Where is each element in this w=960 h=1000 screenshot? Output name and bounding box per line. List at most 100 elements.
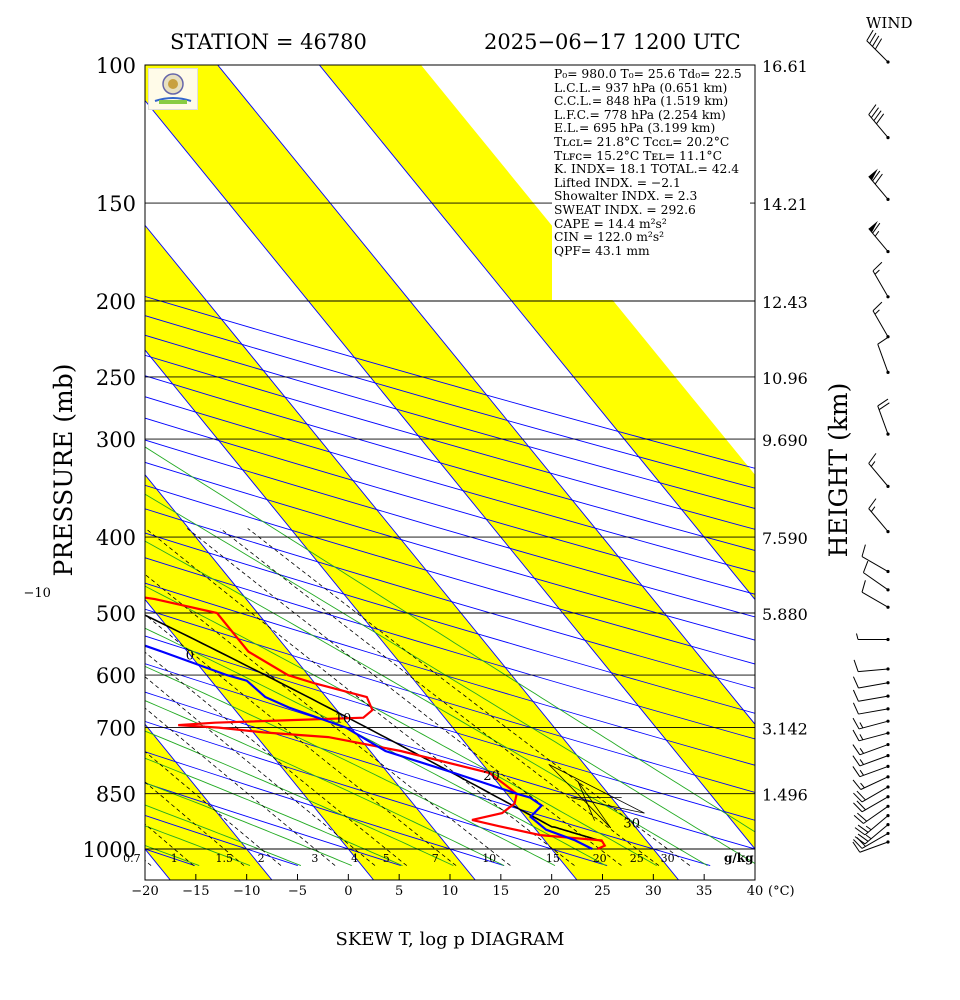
height-tick-label: 7.590 <box>762 529 808 548</box>
isotherm-bands <box>145 65 755 880</box>
wind-barb-half <box>865 825 872 831</box>
dry-adiabats <box>145 295 755 867</box>
wind-barb <box>877 398 890 436</box>
moist-adiabat <box>145 804 302 867</box>
dry-adiabat <box>145 663 755 850</box>
isotherm-lines <box>145 65 755 880</box>
wind-barb-full <box>853 839 863 849</box>
wind-barb-staff <box>861 796 889 813</box>
isotherm-band <box>145 65 755 850</box>
isotherm-line <box>145 723 273 880</box>
isotherm-label: 0 <box>186 649 194 664</box>
cape-hatch <box>548 764 612 829</box>
mixing-ratio-label: 10 <box>482 852 496 865</box>
dry-adiabat <box>145 375 755 551</box>
lfc-value: L.F.C.= 778 hPa (2.254 km) <box>554 107 726 122</box>
wind-barb-full <box>852 689 859 702</box>
wind-barb-staff <box>858 732 889 742</box>
wind-barb-staff <box>858 668 889 673</box>
mixing-ratio-label: 0.7 <box>123 852 141 865</box>
mixing-ratio-label: 2 <box>258 852 265 865</box>
wind-barbs <box>852 29 890 853</box>
x-tick-label: −15 <box>182 884 209 899</box>
wind-barb-staff <box>858 682 889 689</box>
pressure-tick-label: 1000 <box>83 838 136 862</box>
dry-adiabat <box>145 608 755 793</box>
wind-barb-staff <box>858 695 889 702</box>
x-tick-label: 5 <box>395 884 403 899</box>
dry-adiabat <box>145 635 755 821</box>
dry-adiabat <box>145 417 755 595</box>
wind-barb-full <box>857 833 869 842</box>
el-value: E.L.= 695 hPa (3.199 km) <box>554 121 716 136</box>
wind-barb-full <box>853 659 859 672</box>
wind-barb-full <box>874 38 883 50</box>
wind-barb-full <box>876 113 885 125</box>
wind-barb-staff <box>861 786 889 803</box>
height-tick-label: 12.43 <box>762 293 808 312</box>
wind-barb-full <box>861 544 866 557</box>
wind-barb-full <box>873 110 882 122</box>
x-tick-label: 30 <box>645 884 662 899</box>
wind-barb-staff <box>861 832 889 849</box>
dry-adiabat <box>145 396 755 573</box>
pressure-tick-label: 250 <box>96 366 136 390</box>
dry-adiabat <box>145 557 755 740</box>
axes: 100150200250300400500600700850100016.611… <box>83 54 808 899</box>
wind-barb <box>854 823 890 845</box>
showalter-index: Showalter INDX. = 2.3 <box>554 189 698 204</box>
dry-adiabat <box>145 334 755 509</box>
wind-barb <box>853 804 890 824</box>
wind-barb <box>868 220 890 254</box>
wind-barb-full <box>872 35 880 47</box>
wind-barb-full <box>853 802 863 813</box>
wind-barb <box>872 301 890 339</box>
height-tick-label: 1.496 <box>762 786 808 805</box>
height-tick-label: 5.880 <box>762 605 808 624</box>
t-lfc-el-value: Tʟꜰᴄ= 15.2°C Tᴇʟ= 11.1°C <box>554 148 722 163</box>
wind-barb-full <box>852 744 861 756</box>
height-tick-label: 9.690 <box>762 431 808 450</box>
wind-barb <box>852 676 890 689</box>
pressure-tick-label: 100 <box>96 54 136 78</box>
wind-barb <box>862 560 890 592</box>
pressure-tick-label: 600 <box>96 664 136 688</box>
wind-barb-full <box>861 580 866 593</box>
qpf-value: QPF= 43.1 mm <box>554 243 650 258</box>
wind-barb-full <box>874 173 883 185</box>
cin-value: CIN = 122.0 m²s² <box>554 230 665 245</box>
moist-adiabat <box>145 665 556 866</box>
wind-barb <box>866 29 890 64</box>
pressure-tick-label: 150 <box>96 192 136 216</box>
wind-barb-full <box>852 729 860 742</box>
wind-barb-staff <box>864 824 889 845</box>
isotherm-line <box>145 474 476 880</box>
wind-barb <box>852 702 890 715</box>
wind-barb <box>852 775 890 790</box>
sweat-index: SWEAT INDX. = 292.6 <box>554 202 696 217</box>
wind-barb <box>868 168 890 201</box>
wind-barb-half <box>859 759 864 765</box>
isotherm-line <box>145 99 755 850</box>
wind-barb-half <box>870 506 876 512</box>
moist-adiabat <box>145 700 505 867</box>
organization-logo <box>148 68 198 110</box>
mixing-ratio-label: 5 <box>383 852 390 865</box>
cape-hatch <box>570 797 645 814</box>
wind-barb-half <box>856 633 859 640</box>
wind-barb-full <box>856 800 866 811</box>
moist-adiabat <box>145 627 607 866</box>
wind-barb-full <box>852 702 859 715</box>
ccl-value: C.C.L.= 848 hPa (1.519 km) <box>554 94 729 109</box>
wind-barb-full <box>869 32 877 44</box>
pressure-tick-label: 300 <box>96 428 136 452</box>
mixing-ratio-label: 15 <box>546 852 560 865</box>
dry-adiabat <box>145 295 755 469</box>
mixing-ratio-label: 1.5 <box>216 852 234 865</box>
isotherm-label: −10 <box>23 586 50 601</box>
cape-hatch <box>577 781 612 829</box>
wind-barb <box>852 840 890 853</box>
wind-barb-staff <box>868 463 889 487</box>
wind-barb-full <box>852 766 861 777</box>
height-tick-label: 10.96 <box>762 369 808 388</box>
